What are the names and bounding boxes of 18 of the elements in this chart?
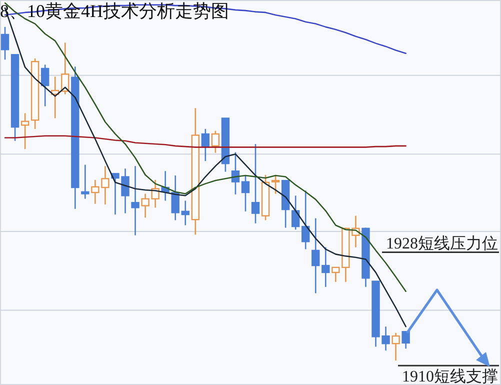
candlestick — [241, 174, 250, 212]
candlestick — [0, 26, 10, 60]
candlestick — [322, 246, 330, 288]
candlestick — [271, 174, 280, 194]
candlestick — [312, 218, 320, 294]
ref-line-label: 1928短线压力位 — [386, 234, 498, 252]
candlestick — [291, 195, 300, 230]
candlestick — [392, 332, 400, 362]
candlestick — [20, 112, 30, 150]
candlestick — [131, 165, 140, 236]
candlestick — [251, 143, 260, 224]
candlestick — [302, 190, 310, 250]
candlestick — [181, 200, 190, 226]
candlestick — [81, 164, 90, 200]
ref-line-label: 1910短线支撑 — [402, 368, 498, 385]
candlestick — [40, 64, 50, 107]
candlestick — [402, 330, 410, 350]
candlestick — [211, 130, 220, 154]
